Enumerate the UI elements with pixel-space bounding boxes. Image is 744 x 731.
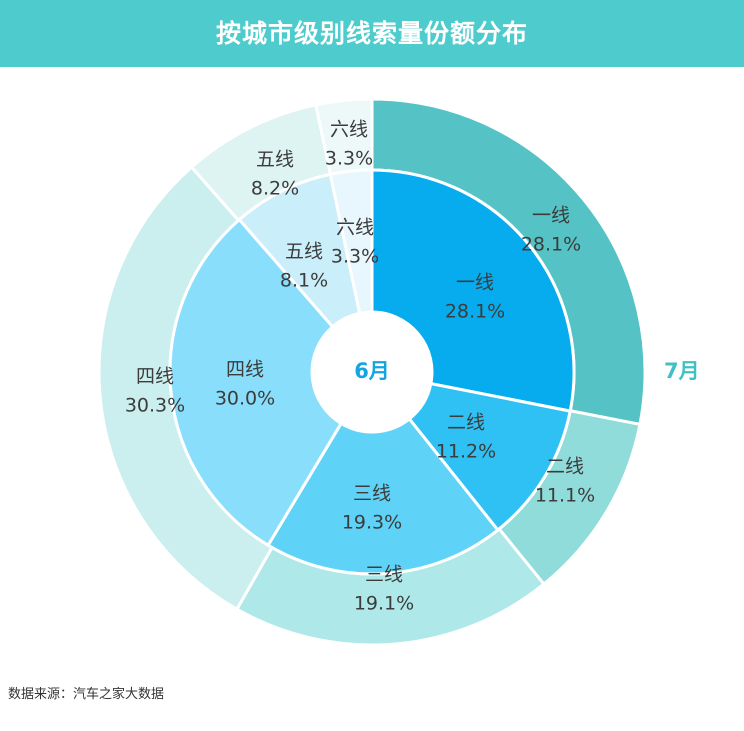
inner-ring-june — [168, 168, 576, 576]
header-band — [0, 0, 744, 67]
segment-value-july-2: 19.1% — [354, 593, 414, 615]
segment-name-june-5: 六线 — [336, 217, 374, 239]
segment-name-july-1: 二线 — [546, 456, 584, 478]
center-month-label: 6月 — [354, 359, 390, 383]
donut-segment-june-三线[interactable] — [266, 416, 500, 576]
segment-name-july-5: 六线 — [330, 119, 368, 141]
segment-value-july-4: 8.2% — [251, 178, 299, 200]
donut-segment-june-一线[interactable] — [370, 168, 576, 413]
segment-value-june-2: 19.3% — [342, 512, 402, 534]
segment-name-june-1: 二线 — [447, 412, 485, 434]
outer-ring-labels: 一线 28.1% 二线 11.1% 三线 19.1% 四线 30.3% 五线 8.2% 六线 3.3% — [125, 119, 595, 615]
segment-value-july-5: 3.3% — [325, 148, 373, 170]
segment-name-july-4: 五线 — [256, 149, 294, 171]
donut-segment-june-四线[interactable] — [168, 217, 344, 548]
segment-name-july-0: 一线 — [532, 205, 570, 227]
inner-ring-labels: 一线 28.1% 二线 11.2% 三线 19.3% 四线 30.0% 五线 8.1% 六线 3.3% — [215, 217, 505, 534]
donut-svg: 一线 28.1% 二线 11.1% 三线 19.1% 四线 30.3% 五线 8.2% 六线 3.3%… — [97, 97, 700, 647]
segment-value-june-1: 11.2% — [436, 441, 496, 463]
segment-value-july-3: 30.3% — [125, 395, 185, 417]
segment-name-june-2: 三线 — [353, 483, 391, 505]
page-title: 按城市级别线索量份额分布 — [215, 19, 528, 48]
segment-value-july-1: 11.1% — [535, 485, 595, 507]
segment-value-june-0: 28.1% — [445, 301, 505, 323]
segment-value-june-4: 8.1% — [280, 270, 328, 292]
segment-value-june-5: 3.3% — [331, 246, 379, 268]
segment-value-july-0: 28.1% — [521, 234, 581, 256]
segment-name-july-3: 四线 — [136, 366, 174, 388]
nested-donut-chart: 一线 28.1% 二线 11.1% 三线 19.1% 四线 30.3% 五线 8.2% 六线 3.3%… — [0, 67, 744, 667]
segment-name-july-2: 三线 — [365, 564, 403, 586]
segment-value-june-3: 30.0% — [215, 388, 275, 410]
outer-ring-legend-label: 7月 — [664, 359, 700, 383]
donut-segment-june-六线[interactable] — [328, 168, 374, 316]
data-source-note: 数据来源：汽车之家大数据 — [8, 687, 165, 702]
segment-name-june-0: 一线 — [456, 272, 494, 294]
donut-segment-june-二线[interactable] — [407, 381, 572, 533]
segment-name-june-4: 五线 — [285, 241, 323, 263]
segment-name-june-3: 四线 — [226, 359, 264, 381]
